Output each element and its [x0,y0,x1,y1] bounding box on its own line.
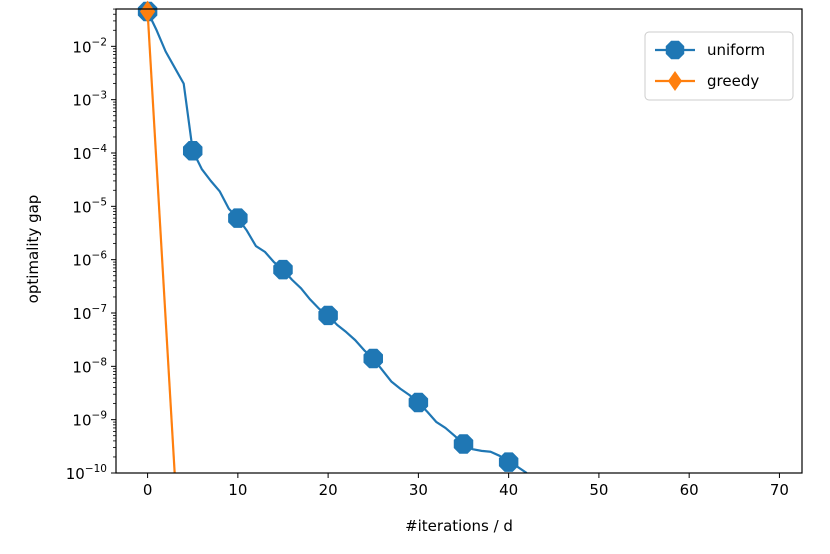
y-tick-label: 10−9 [72,410,107,430]
plot-frame [115,8,803,474]
series-layer [137,0,528,473]
y-axis-ticks: 10−2 10−3 10−4 10−5 10−6 10−7 10−8 10−9 10−10 [66,8,116,483]
x-tick-label: 30 [409,481,428,499]
series-uniform [137,1,528,473]
x-tick-label: 40 [499,481,518,499]
data-point-uniform [498,452,519,472]
legend: uniform greedy [644,31,794,101]
x-tick-label: 10 [228,481,247,499]
x-tick-label: 60 [680,481,699,499]
data-point-uniform [228,208,248,228]
data-point-greedy [139,0,156,23]
y-tick-label: 10−5 [72,196,107,216]
x-axis-ticks: 0 10 20 30 40 50 60 70 [143,473,789,499]
y-tick-label: 10−3 [72,90,107,110]
x-tick-label: 70 [770,481,789,499]
data-point-uniform [408,392,429,413]
series-greedy [139,0,176,473]
legend-label-greedy: greedy [707,72,759,90]
data-point-uniform [318,305,338,326]
legend-label-uniform: uniform [707,41,765,59]
series-line-greedy [146,11,176,473]
y-axis-label: optimality gap [24,195,42,304]
y-tick-label: 10−6 [72,250,107,270]
y-tick-label: 10−4 [72,143,107,163]
x-tick-label: 0 [143,481,153,499]
x-axis-label: #iterations / d [405,517,513,535]
data-point-uniform [453,434,474,454]
y-tick-label: 10−7 [72,303,107,323]
y-tick-label: 10−10 [66,463,107,483]
data-point-uniform [273,259,293,280]
x-tick-label: 20 [319,481,338,499]
data-point-uniform [363,348,383,369]
y-tick-label: 10−8 [72,356,107,376]
legend-marker-uniform [665,40,685,60]
legend-marker-greedy [668,71,682,91]
x-tick-label: 50 [589,481,608,499]
data-point-uniform [182,141,203,161]
y-tick-label: 10−2 [72,36,107,56]
